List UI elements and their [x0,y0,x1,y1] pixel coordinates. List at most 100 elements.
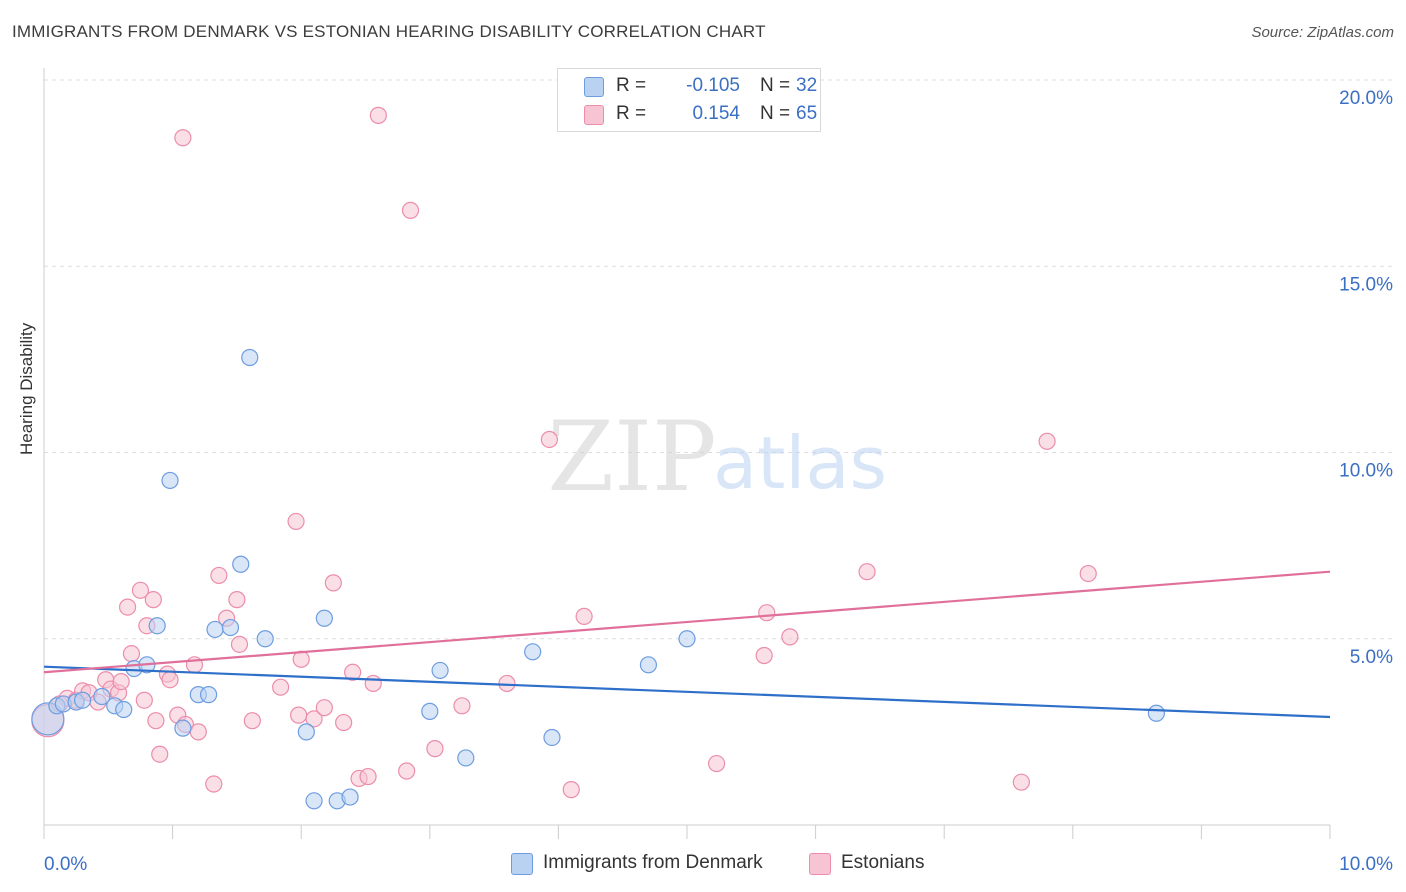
estonians-point [305,710,323,728]
estonians-point [174,129,192,147]
estonians-point [210,566,228,585]
denmark-trend-line [43,665,1331,719]
denmark-point [297,723,315,741]
estonians-point [144,591,162,609]
estonians-point [755,646,773,665]
estonians-point [364,674,382,693]
y-tick-label: 10.0% [1339,461,1393,482]
trend-lines [43,570,1331,719]
y-tick-label: 20.0% [1339,88,1393,109]
bottom-legend-label: Estonians [841,852,925,873]
estonians-point [335,713,353,732]
source-label: Source: ZipAtlas.com [1251,24,1394,41]
legend: R = -0.105 N = 32 R = 0.154 N = 65 [557,68,821,132]
denmark-point [161,471,179,490]
estonians-point [398,762,416,780]
estonians-point [135,691,153,709]
estonians-point [359,767,377,786]
denmark-point [421,702,439,720]
denmark-point [93,687,111,706]
denmark-point [241,348,259,367]
estonians-point [858,563,876,581]
x-tick-label: 10.0% [1339,854,1393,875]
estonians-point [344,663,362,681]
estonians-point [1038,432,1056,450]
estonians-point [369,106,387,124]
estonians-point [758,604,776,622]
estonians-point [131,581,150,599]
denmark-point [73,691,92,709]
estonians-point [151,745,169,763]
watermark-zip: ZIP [547,401,716,513]
legend-r-value: 0.154 [692,103,740,124]
denmark-point [524,643,542,661]
legend-n-label: N = [760,75,791,96]
denmark-point [305,792,323,810]
denmark-point [341,788,359,806]
estonians-point [426,740,444,758]
estonians-point [228,591,246,609]
legend-swatch-blue [584,77,604,97]
legend-n-value: 32 [796,75,818,96]
watermark: ZIP atlas [547,401,887,513]
legend-n-label: N = [760,103,791,124]
denmark-points [31,348,1165,810]
legend-swatch-pink [584,105,604,125]
y-tick-label: 5.0% [1350,647,1393,668]
denmark-point [174,719,192,737]
denmark-point [115,700,133,719]
estonians-point [575,607,593,626]
legend-r-value: -0.105 [686,75,740,96]
denmark-point [457,749,475,767]
estonians-point [562,781,580,799]
estonians-point [1012,773,1030,791]
estonians-point [324,574,342,592]
watermark-atlas: atlas [713,421,887,505]
bottom-legend-label: Immigrants from Denmark [543,852,763,873]
estonians-point [243,712,261,730]
axes [43,68,1331,839]
x-tick-label: 0.0% [44,854,87,875]
estonians-point [161,671,179,689]
legend-r-label: R = [616,75,647,96]
estonians-point [118,598,137,616]
denmark-point [1147,704,1165,722]
denmark-point [232,555,250,573]
denmark-point [431,661,449,680]
chart-title: IMMIGRANTS FROM DENMARK VS ESTONIAN HEAR… [12,22,766,41]
legend-r-label: R = [616,103,647,124]
estonians-point [540,430,558,449]
denmark-point [200,686,218,704]
estonians-point [205,775,223,793]
estonians-point [122,645,141,663]
denmark-point [221,618,240,637]
estonians-point [1079,564,1097,583]
denmark-point [678,630,696,648]
estonians-point [230,635,249,653]
denmark-point [315,609,333,627]
estonians-point [707,754,726,773]
estonians-point [112,672,130,691]
estonians-point [189,723,207,741]
bottom-legend-swatch-blue [511,853,533,875]
denmark-point [206,620,224,639]
y-tick-label: 15.0% [1339,274,1393,295]
estonians-trend-line [43,570,1331,674]
estonians-point [498,674,516,693]
estonians-point [315,699,333,717]
denmark-point [543,728,561,747]
estonians-point [272,678,290,696]
estonians-point [453,697,471,715]
denmark-point [639,656,658,674]
legend-n-value: 65 [796,103,818,124]
denmark-point [256,630,274,648]
estonians-point [781,628,799,646]
tick-labels: 5.0% 10.0% 15.0% 20.0% 0.0% 10.0% [44,88,1393,875]
estonians-point [287,512,305,531]
estonians-point [401,201,420,219]
estonians-point [290,706,308,724]
estonians-point [147,712,165,730]
bottom-legend-swatch-pink [809,853,831,875]
denmark-point [148,617,166,635]
